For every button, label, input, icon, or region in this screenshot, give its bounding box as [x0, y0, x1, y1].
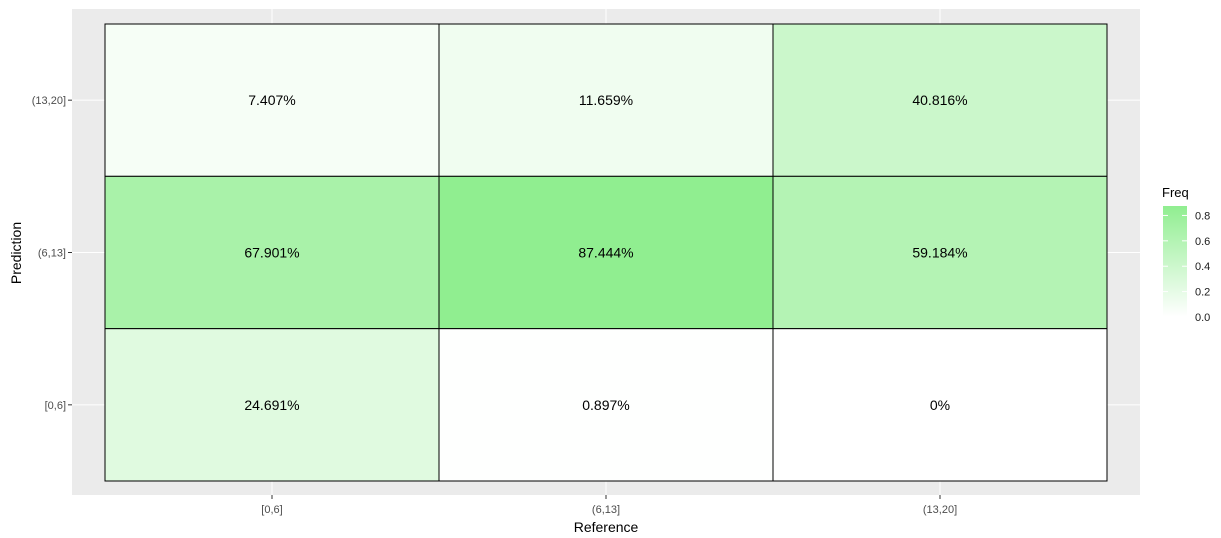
cell-value-label: 0.897%: [582, 397, 629, 413]
heatmap-cell: [772, 328, 1108, 482]
legend-colorbar: [1163, 206, 1187, 317]
cell-value-label: 40.816%: [912, 92, 967, 108]
axes: [0,6] (6,13] (13,20] [0,6] (6,13] (13,20]: [32, 95, 957, 516]
cell-value-label: 24.691%: [244, 397, 299, 413]
x-tick-label: (13,20]: [923, 504, 957, 516]
y-tick-label: [0,6]: [45, 400, 66, 412]
x-axis-title: Reference: [574, 519, 639, 535]
heatmap-cells: [104, 23, 1108, 482]
cell-value-label: 7.407%: [248, 92, 295, 108]
legend-tick-label: 0.6: [1195, 236, 1210, 248]
legend-title: Freq: [1162, 185, 1189, 200]
y-tick-label: (6,13]: [38, 248, 66, 260]
cell-labels: 7.407% 11.659% 40.816% 67.901% 87.444% 59.184…: [244, 92, 967, 413]
x-tick-label: (6,13]: [592, 504, 620, 516]
x-tick-label: [0,6]: [261, 504, 282, 516]
y-tick-label: (13,20]: [32, 95, 66, 107]
cell-value-label: 0%: [930, 397, 950, 413]
legend-tick-label: 0.8: [1195, 210, 1210, 222]
heatmap-cell: [104, 175, 440, 330]
y-axis-title: Prediction: [8, 222, 24, 284]
cell-value-label: 67.901%: [244, 245, 299, 261]
cell-value-label: 87.444%: [578, 245, 633, 261]
legend-tick-label: 0.0: [1195, 312, 1210, 324]
legend: Freq 0.0 0.2 0.4 0.6 0.8: [1162, 185, 1210, 324]
heatmap-cell: [104, 328, 440, 482]
cell-value-label: 59.184%: [912, 245, 967, 261]
legend-tick-label: 0.4: [1195, 261, 1210, 273]
legend-ticks: 0.0 0.2 0.4 0.6 0.8: [1163, 210, 1210, 324]
cell-value-label: 11.659%: [579, 92, 633, 108]
heatmap-cell: [772, 175, 1108, 330]
heatmap-cell: [438, 328, 774, 482]
heatmap-cell: [438, 23, 774, 177]
legend-tick-label: 0.2: [1195, 287, 1210, 299]
